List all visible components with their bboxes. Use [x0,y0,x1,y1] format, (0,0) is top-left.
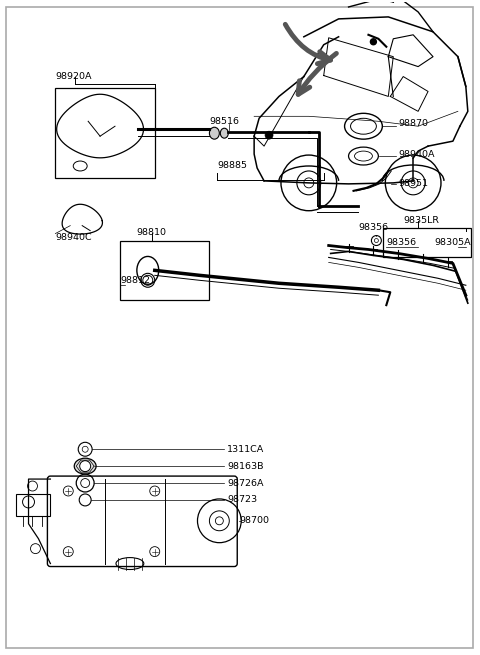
Text: 1311CA: 1311CA [228,445,264,454]
Text: 98920A: 98920A [55,72,92,81]
Text: 98356: 98356 [386,238,417,247]
Bar [120,240,209,300]
Ellipse shape [209,127,219,139]
Text: 98810: 98810 [137,228,167,237]
Circle shape [265,131,273,139]
Text: 98812: 98812 [120,276,150,285]
Ellipse shape [74,458,96,474]
Circle shape [80,460,91,472]
Text: 98516: 98516 [209,117,240,126]
Text: 98700: 98700 [239,516,269,525]
Text: 98356: 98356 [359,223,389,232]
Text: 98305A: 98305A [434,238,471,247]
Bar [55,88,155,178]
Text: 98940A: 98940A [398,149,435,159]
Text: 98940C: 98940C [55,233,92,242]
Text: 98163B: 98163B [228,462,264,471]
Text: 98870: 98870 [398,119,428,128]
Text: 98723: 98723 [228,495,257,504]
Ellipse shape [220,128,228,138]
Circle shape [371,39,376,45]
Text: 9835LR: 9835LR [403,216,439,225]
Text: 98885: 98885 [217,162,247,170]
Bar [384,228,471,257]
Text: 98951: 98951 [398,179,428,189]
Text: 98726A: 98726A [228,479,264,487]
